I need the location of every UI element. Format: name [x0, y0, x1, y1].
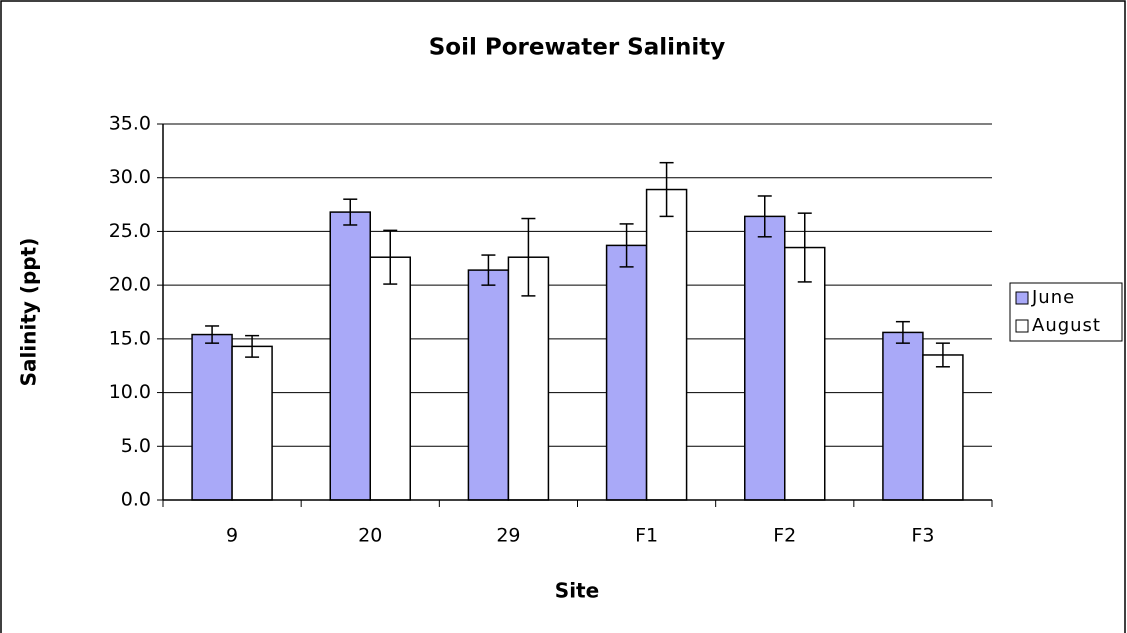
x-tick-label: 29 — [496, 525, 520, 547]
bar — [784, 246, 826, 501]
bar — [744, 215, 786, 501]
x-axis-title: Site — [555, 579, 599, 603]
bar — [922, 354, 964, 501]
y-tick-label: 35.0 — [109, 113, 151, 135]
legend-box — [1009, 282, 1123, 342]
bar — [231, 345, 273, 501]
bar — [605, 244, 648, 501]
y-tick-label: 20.0 — [109, 274, 151, 296]
x-tick-label: F1 — [635, 525, 658, 547]
bar — [645, 188, 688, 501]
y-tick-label: 25.0 — [109, 220, 151, 242]
x-tick-label: F2 — [773, 525, 796, 547]
y-tick-label: 0.0 — [121, 489, 151, 511]
bar — [329, 211, 371, 501]
legend-label: August — [1032, 315, 1101, 336]
y-tick-label: 10.0 — [109, 381, 151, 403]
x-tick-label: 20 — [358, 525, 382, 547]
legend-swatch — [1015, 291, 1029, 305]
bar — [882, 331, 924, 501]
legend-label: June — [1031, 287, 1075, 308]
x-tick-label: F3 — [911, 525, 934, 547]
legend-swatch — [1015, 319, 1029, 333]
bar — [369, 256, 411, 501]
y-tick-label: 30.0 — [109, 166, 151, 188]
chart-title: Soil Porewater Salinity — [429, 35, 726, 61]
bar — [191, 333, 233, 501]
y-tick-label: 15.0 — [109, 327, 151, 349]
x-tick-label: 9 — [226, 525, 238, 547]
bar — [467, 269, 510, 501]
bar — [507, 256, 550, 501]
y-tick-label: 5.0 — [121, 435, 151, 457]
y-axis-title: Salinity (ppt) — [17, 238, 41, 387]
